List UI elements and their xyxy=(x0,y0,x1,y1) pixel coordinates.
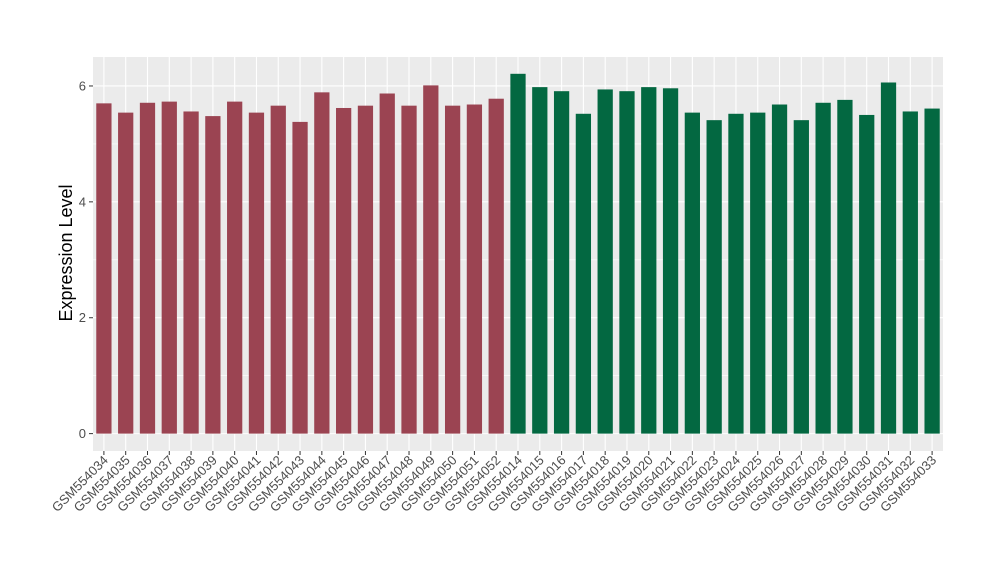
y-axis-label: Expression Level xyxy=(56,184,76,321)
bar-GSM554030 xyxy=(859,114,875,434)
bar-GSM554037 xyxy=(161,101,177,434)
bar-GSM554035 xyxy=(118,112,134,434)
bar-GSM554039 xyxy=(205,116,221,434)
bar-GSM554046 xyxy=(357,105,374,434)
x-axis: GSM554034GSM554035GSM554036GSM554037GSM5… xyxy=(49,451,939,515)
bar-GSM554045 xyxy=(336,107,352,434)
bar-GSM554038 xyxy=(183,111,199,434)
bar-GSM554050 xyxy=(444,105,461,434)
bar-GSM554036 xyxy=(139,102,156,434)
bar-GSM554029 xyxy=(837,99,853,434)
bar-GSM554041 xyxy=(248,112,265,434)
bar-GSM554048 xyxy=(401,105,417,434)
y-tick-label: 4 xyxy=(79,194,86,209)
y-tick-label: 2 xyxy=(79,310,86,325)
bar-GSM554034 xyxy=(96,103,112,434)
bar-GSM554042 xyxy=(270,105,286,434)
bar-GSM554014 xyxy=(510,73,526,434)
bar-GSM554021 xyxy=(662,88,679,434)
bar-GSM554026 xyxy=(771,104,788,434)
bar-GSM554018 xyxy=(597,89,613,434)
bar-GSM554043 xyxy=(292,121,308,434)
bar-GSM554031 xyxy=(880,82,897,434)
bar-GSM554032 xyxy=(902,111,918,434)
bar-GSM554020 xyxy=(641,87,657,434)
bar-GSM554040 xyxy=(227,101,243,434)
bar-GSM554044 xyxy=(314,92,330,434)
bar-GSM554022 xyxy=(684,112,700,434)
bar-GSM554019 xyxy=(619,91,635,434)
bar-GSM554025 xyxy=(750,112,766,434)
bars xyxy=(96,73,940,434)
bar-GSM554033 xyxy=(924,108,940,434)
y-tick-label: 0 xyxy=(79,426,86,441)
bar-GSM554023 xyxy=(706,120,722,434)
bar-GSM554028 xyxy=(815,102,831,434)
bar-GSM554047 xyxy=(379,93,395,434)
bar-GSM554049 xyxy=(423,85,439,434)
bar-GSM554016 xyxy=(553,91,570,434)
bar-GSM554017 xyxy=(575,113,592,434)
y-tick-label: 6 xyxy=(79,78,86,93)
bar-GSM554027 xyxy=(793,120,809,434)
bar-GSM554051 xyxy=(466,104,483,434)
bar-GSM554052 xyxy=(488,98,504,434)
bar-GSM554024 xyxy=(728,113,744,434)
bar-GSM554015 xyxy=(532,87,548,434)
y-axis: 0 2 4 6 xyxy=(79,78,93,441)
